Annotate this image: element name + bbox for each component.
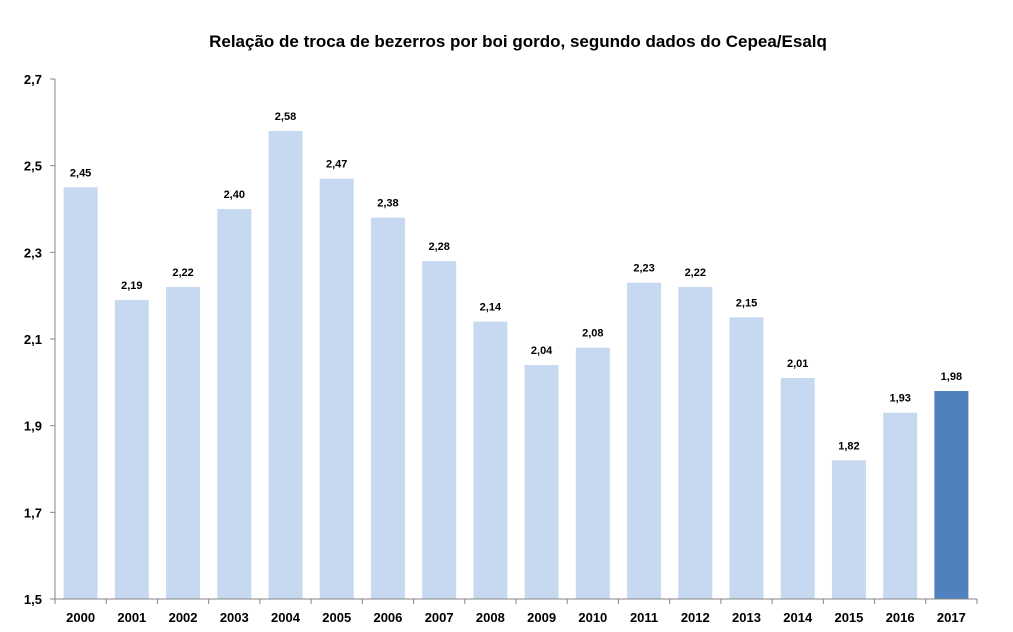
data-label-2016: 1,93	[889, 393, 910, 405]
data-label-2000: 2,45	[70, 167, 91, 179]
bar-2003	[217, 209, 252, 599]
bar-2007	[422, 261, 457, 599]
bar-2016	[883, 412, 918, 599]
x-tick-label-2005: 2005	[322, 610, 351, 625]
x-tick-label-2003: 2003	[220, 610, 249, 625]
bar-2001	[114, 300, 149, 599]
x-tick-label-2011: 2011	[630, 610, 658, 625]
bar-2011	[627, 282, 662, 599]
x-tick-label-2001: 2001	[117, 610, 146, 625]
data-label-2017: 1,98	[941, 371, 962, 383]
bar-2009	[524, 365, 559, 599]
y-tick-label: 1,5	[24, 592, 42, 607]
bar-2004	[268, 131, 303, 599]
y-tick-label: 2,5	[24, 159, 42, 174]
x-tick-label-2009: 2009	[527, 610, 556, 625]
bars	[63, 131, 969, 600]
bar-2014	[780, 378, 815, 599]
data-label-2008: 2,14	[480, 302, 502, 314]
data-label-2006: 2,38	[377, 198, 398, 210]
bar-2010	[575, 347, 610, 599]
data-label-2010: 2,08	[582, 328, 603, 340]
data-label-2009: 2,04	[531, 345, 553, 357]
y-axis: 1,5 1,7 1,9 2,1 2,3 2,5 2,7	[24, 72, 56, 607]
bar-2000	[63, 187, 98, 600]
y-tick-label: 2,1	[24, 332, 42, 347]
y-tick-label: 1,7	[24, 505, 42, 520]
x-tick-label-2016: 2016	[886, 610, 915, 625]
x-tick-label-2008: 2008	[476, 610, 505, 625]
data-labels: 2,45 2,19 2,22 2,40 2,58 2,47 2,38 2,28 2,14 2,04…	[70, 111, 962, 452]
data-label-2004: 2,58	[275, 111, 296, 123]
x-tick-label-2014: 2014	[783, 610, 813, 625]
y-tick-label: 1,9	[24, 419, 42, 434]
data-label-2001: 2,19	[121, 280, 142, 292]
data-label-2013: 2,15	[736, 297, 757, 309]
data-label-2011: 2,23	[633, 263, 654, 275]
data-label-2015: 1,82	[838, 440, 859, 452]
x-tick-label-2006: 2006	[373, 610, 402, 625]
data-label-2005: 2,47	[326, 159, 347, 171]
data-label-2003: 2,40	[224, 189, 245, 201]
bar-2005	[319, 178, 354, 599]
x-tick-label-2010: 2010	[578, 610, 607, 625]
bar-2017	[934, 391, 969, 599]
x-tick-label-2007: 2007	[425, 610, 454, 625]
x-axis: 2000 2001 2002 2003 2004 2005 2006 2007 2008 2009…	[54, 598, 978, 625]
bar-2006	[370, 217, 405, 599]
data-label-2002: 2,22	[172, 267, 193, 279]
bar-2008	[473, 321, 508, 599]
y-tick-label: 2,7	[24, 72, 42, 87]
x-tick-label-2017: 2017	[937, 610, 966, 625]
x-tick-label-2012: 2012	[681, 610, 710, 625]
data-label-2007: 2,28	[428, 241, 449, 253]
x-tick-label-2004: 2004	[271, 610, 301, 625]
chart-title: Relação de troca de bezerros por boi gor…	[209, 32, 827, 51]
data-label-2014: 2,01	[787, 358, 808, 370]
bar-2013	[729, 317, 764, 599]
x-tick-label-2000: 2000	[66, 610, 95, 625]
x-tick-label-2013: 2013	[732, 610, 761, 625]
x-tick-label-2002: 2002	[169, 610, 198, 625]
data-label-2012: 2,22	[685, 267, 706, 279]
y-tick-label: 2,3	[24, 245, 42, 260]
x-tick-label-2015: 2015	[834, 610, 863, 625]
bar-2015	[831, 460, 866, 599]
bar-2012	[678, 287, 713, 599]
bar-2002	[166, 287, 201, 599]
